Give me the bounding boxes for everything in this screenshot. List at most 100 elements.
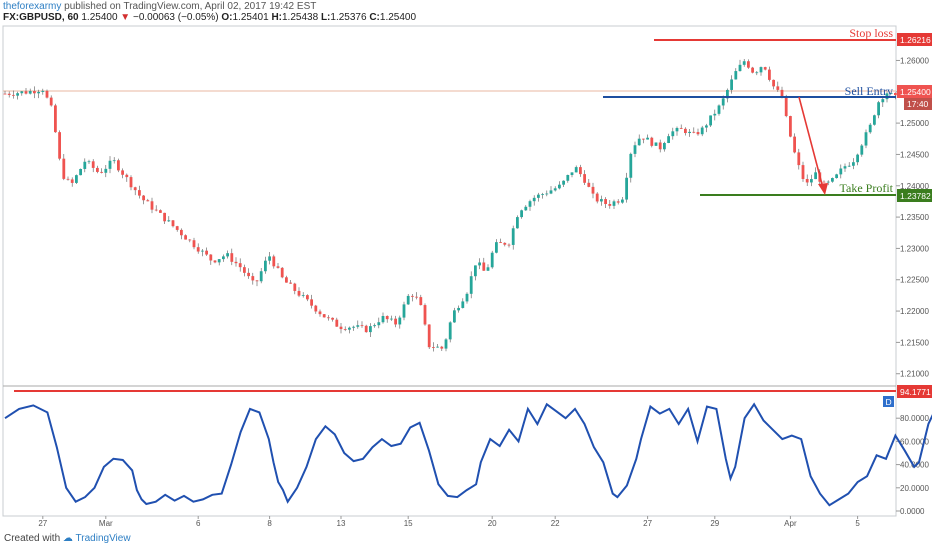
candle — [751, 66, 754, 74]
candle — [650, 136, 654, 148]
candle — [478, 258, 481, 270]
time-tick-label: 27 — [643, 519, 652, 528]
low-value: 1.25376 — [330, 12, 367, 23]
author-name[interactable]: theforexarmy — [3, 1, 62, 12]
created-with-text: Created with — [4, 533, 61, 544]
candle — [801, 161, 805, 182]
candle — [717, 104, 721, 116]
candle — [217, 258, 221, 266]
candle — [49, 95, 53, 107]
last-price: 1.25400 — [81, 12, 118, 23]
candle — [310, 294, 313, 309]
candle — [663, 141, 666, 152]
candle — [444, 338, 448, 352]
candle — [516, 215, 519, 229]
candle — [79, 168, 82, 176]
candle — [881, 97, 885, 107]
candle — [868, 122, 872, 134]
candle — [175, 225, 179, 232]
candle — [524, 205, 528, 211]
candle — [322, 314, 326, 318]
candle — [633, 141, 637, 158]
candle — [797, 148, 801, 170]
candle — [713, 109, 717, 121]
candle — [549, 186, 553, 195]
published-info: published on TradingView.com, April 02, … — [64, 1, 317, 12]
candle — [784, 94, 788, 118]
candle — [360, 321, 364, 328]
candle — [87, 159, 91, 164]
open-value: 1.25401 — [232, 12, 269, 23]
candle — [331, 317, 334, 322]
oscillator-tick-label: 60.0000 — [900, 437, 929, 446]
candle — [343, 326, 347, 332]
candle — [553, 186, 557, 192]
candle — [642, 138, 645, 144]
candle — [789, 115, 792, 138]
candle — [318, 309, 322, 317]
down-arrow-icon: ▼ — [120, 12, 131, 23]
price-tick-label: 1.23500 — [900, 213, 929, 222]
take-profit-label: Take Profit — [840, 181, 894, 195]
candle — [268, 251, 271, 265]
time-tick-label: 8 — [267, 519, 272, 528]
candle — [730, 75, 733, 94]
candle — [264, 256, 267, 274]
sell-entry-price-tag — [897, 85, 932, 98]
candle — [621, 196, 624, 204]
candle — [20, 90, 24, 96]
candle — [759, 66, 763, 76]
candle — [835, 173, 838, 179]
candle — [255, 280, 259, 287]
forecast-arrow[interactable] — [798, 96, 828, 195]
take-profit-price-tag — [897, 189, 932, 202]
indicator-legend-badge[interactable] — [883, 396, 894, 407]
sell-entry-price: 1.25400 — [900, 87, 931, 97]
candle — [293, 282, 297, 295]
candle — [301, 292, 305, 298]
price-axis: 1.260001.255001.250001.245001.240001.235… — [896, 56, 929, 379]
candle — [306, 294, 309, 302]
candle — [390, 315, 393, 321]
time-tick-label: 20 — [488, 519, 497, 528]
time-tick-label: 6 — [196, 519, 201, 528]
candle — [58, 130, 61, 161]
candle — [335, 317, 339, 327]
candle — [150, 197, 154, 214]
candle — [406, 293, 410, 305]
price-tick-label: 1.25000 — [900, 119, 929, 128]
candle — [259, 267, 263, 284]
stochastic-line — [4, 402, 932, 507]
candle — [520, 209, 523, 219]
countdown-tag — [904, 98, 932, 110]
tradingview-brand[interactable]: TradingView — [75, 533, 131, 544]
candle — [587, 178, 591, 188]
candle — [369, 323, 372, 337]
candle — [671, 127, 675, 140]
candle — [490, 250, 494, 269]
candle — [570, 172, 574, 178]
candle — [33, 86, 36, 99]
candle — [37, 89, 40, 99]
candle — [196, 243, 200, 254]
candle — [28, 88, 32, 95]
candle — [709, 115, 712, 128]
candle — [41, 88, 45, 95]
candle — [91, 159, 95, 173]
time-tick-label: 29 — [710, 519, 719, 528]
price-tick-label: 1.21000 — [900, 370, 929, 379]
oscillator-tick-label: 80.0000 — [900, 414, 929, 423]
candle — [112, 157, 116, 164]
time-tick-label: 5 — [855, 519, 860, 528]
candle — [776, 81, 780, 92]
candle — [96, 165, 99, 174]
candle — [192, 237, 196, 250]
candle — [629, 152, 633, 183]
candle — [541, 192, 544, 199]
candle — [125, 173, 129, 182]
candle — [831, 177, 834, 183]
candle — [297, 287, 301, 298]
candle — [889, 91, 893, 95]
price-tick-label: 1.23000 — [900, 244, 929, 253]
